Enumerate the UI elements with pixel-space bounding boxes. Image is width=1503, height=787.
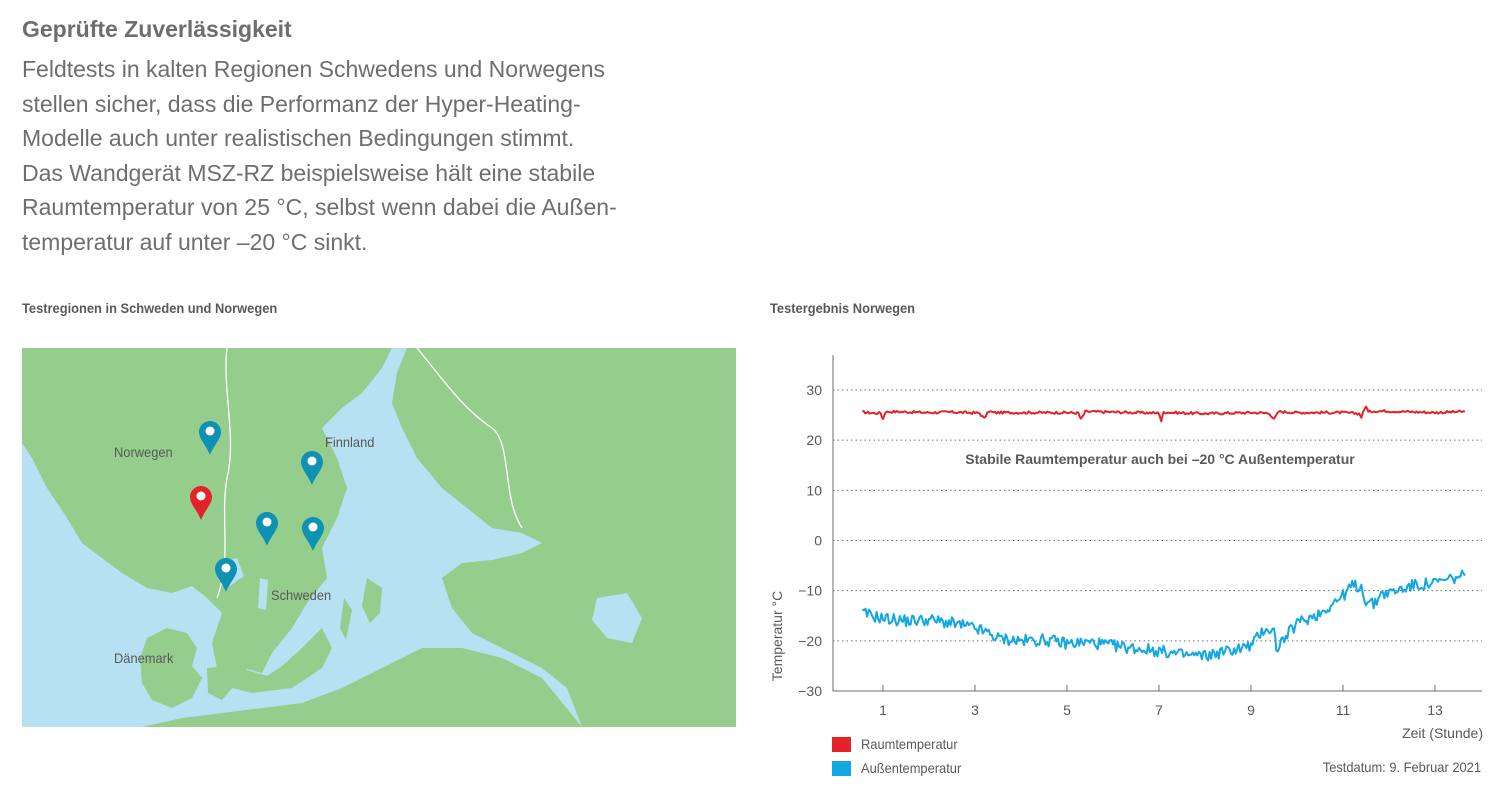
- test-region-map: Norwegen Finnland Schweden Dänemark: [22, 348, 736, 727]
- lake-vattern: [258, 578, 268, 610]
- border-line-finland: [416, 348, 523, 529]
- x-tick-label: 5: [1063, 702, 1071, 718]
- chart-title: Testergebnis Norwegen: [770, 300, 916, 316]
- south-sweden: [212, 613, 332, 693]
- map-pin-schweden: [256, 512, 278, 546]
- x-tick-label: 11: [1336, 702, 1351, 718]
- series-line-aussentemperatur: [861, 569, 1466, 662]
- map-label-norway: Norwegen: [114, 444, 173, 460]
- paragraph-line: temperatur auf unter –20 °C sinkt.: [22, 228, 368, 255]
- y-axis-label: Temperatur °C: [769, 591, 785, 681]
- map-title: Testregionen in Schweden und Norwegen: [22, 300, 278, 316]
- x-tick-label: 1: [879, 702, 887, 718]
- legend-swatch: [832, 760, 851, 776]
- map-pin-norwegen: [199, 421, 221, 455]
- x-tick-label: 3: [971, 702, 979, 718]
- series-line-raumtemperatur: [862, 405, 1466, 423]
- intro-paragraph: Feldtests in kalten Regionen Schwedens u…: [22, 52, 722, 259]
- zealand-island: [207, 666, 234, 700]
- y-tick-label: 0: [814, 533, 822, 549]
- legend-label: Raumtemperatur: [861, 736, 958, 752]
- y-tick-label: −10: [798, 583, 822, 599]
- map-pin-norwegen: [190, 486, 212, 520]
- map-label-sweden: Schweden: [271, 587, 332, 603]
- legend-item-raumtemperatur: Raumtemperatur: [832, 736, 966, 752]
- x-tick-label: 9: [1247, 702, 1255, 718]
- y-tick-label: −20: [798, 633, 822, 649]
- map-label-finland: Finnland: [325, 434, 375, 450]
- y-tick-label: 20: [806, 432, 822, 448]
- finland-landmass: [392, 348, 736, 727]
- map-land-shapes: [22, 348, 736, 727]
- x-axis-label: Zeit (Stunde): [1402, 725, 1483, 741]
- paragraph-line: Modelle auch unter realistischen Bedingu…: [22, 125, 575, 151]
- legend-swatch: [832, 736, 851, 752]
- paragraph-line: Raumtemperatur von 25 °C, selbst wenn da…: [22, 194, 617, 220]
- test-date: Testdatum: 9. Februar 2021: [1322, 759, 1481, 775]
- paragraph-line: Das Wandgerät MSZ-RZ beispielsweise hält…: [22, 159, 596, 186]
- legend-label: Außentemperatur: [861, 760, 962, 776]
- map-pin-schweden: [215, 558, 237, 592]
- paragraph-line: stellen sicher, dass die Performanz der …: [22, 90, 581, 117]
- lake-ladoga: [592, 593, 642, 643]
- map-label-denmark: Dänemark: [114, 650, 174, 666]
- x-tick-label: 13: [1427, 702, 1443, 718]
- map-pin-schweden: [302, 517, 324, 551]
- denmark-landmass: [140, 628, 202, 708]
- chart-annotation: Stabile Raumtemperatur auch bei –20 °C A…: [965, 451, 1355, 467]
- page-heading: Geprüfte Zuverlässigkeit: [22, 16, 292, 42]
- x-tick-label: 7: [1155, 702, 1163, 718]
- map-pin-schweden: [301, 451, 323, 485]
- oland-island: [340, 598, 352, 640]
- baltic-south-coast: [142, 648, 582, 727]
- y-tick-label: −30: [798, 683, 822, 699]
- y-tick-label: 10: [806, 482, 822, 498]
- paragraph-line: Feldtests in kalten Regionen Schwedens u…: [22, 56, 606, 82]
- y-tick-label: 30: [806, 382, 822, 398]
- legend-item-aussentemperatur: Außentemperatur: [832, 760, 970, 776]
- gotland-island: [362, 578, 382, 623]
- scandinavia-landmass: [22, 348, 392, 673]
